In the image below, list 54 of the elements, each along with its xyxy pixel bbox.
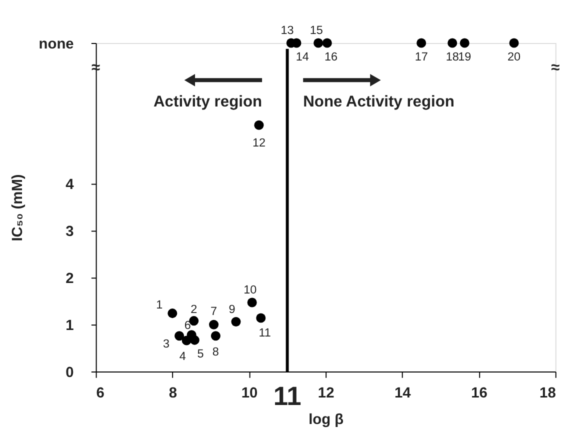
x-tick-label: 12	[318, 385, 334, 402]
annotation: 4	[179, 350, 186, 364]
point	[168, 308, 178, 318]
y-tick-label: none	[38, 36, 74, 52]
point	[322, 38, 332, 48]
x-tick-label: 8	[168, 385, 177, 402]
annotation: 19	[458, 50, 472, 64]
x-tick-label: 18	[540, 385, 556, 402]
x-tick-label: 6	[96, 385, 104, 402]
x-tick-label: 14	[394, 385, 412, 402]
point	[174, 331, 184, 341]
annotation: 1	[156, 298, 163, 312]
point	[416, 38, 426, 48]
annotation: Activity region	[154, 94, 262, 111]
point	[189, 316, 199, 326]
point	[509, 38, 519, 48]
annotation: 8	[212, 345, 220, 358]
annotation: 9	[228, 302, 236, 316]
y-tick-label: 2	[66, 271, 74, 288]
y-tick-label: 3	[66, 224, 74, 240]
point	[247, 298, 257, 308]
point	[210, 331, 220, 341]
annotation: 6	[184, 319, 191, 332]
point	[448, 38, 458, 48]
y-axis-title: IC₅₀ (mM)	[10, 174, 26, 242]
annotation: ≈	[551, 59, 560, 76]
y-tick-label: 4	[66, 177, 75, 194]
ref-line-label: 11	[273, 380, 302, 411]
annotation: 14	[296, 50, 310, 64]
point	[254, 120, 264, 130]
y-tick-label: 1	[66, 318, 74, 334]
annotation: 15	[310, 24, 324, 38]
point	[256, 313, 266, 323]
x-tick-label: 16	[471, 385, 488, 402]
annotation: 3	[163, 338, 170, 351]
annotation: 13	[280, 24, 294, 38]
annotation: 7	[210, 304, 218, 318]
annotation: 20	[507, 50, 522, 64]
annotation: 2	[190, 303, 198, 316]
point	[231, 317, 241, 327]
point	[460, 38, 470, 48]
annotation: 10	[244, 284, 258, 297]
point	[209, 320, 219, 330]
y-tick-label: 0	[66, 364, 74, 381]
annotation: 12	[252, 136, 266, 150]
annotation: 18	[446, 50, 460, 64]
x-axis-title: log β	[308, 412, 344, 428]
annotation: None Activity region	[303, 94, 454, 111]
x-tick-label: 10	[241, 385, 258, 402]
point	[314, 38, 324, 48]
annotation: 17	[414, 50, 428, 64]
annotation: 16	[324, 50, 338, 64]
annotation: 5	[197, 348, 204, 361]
annotation: 11	[258, 326, 271, 340]
